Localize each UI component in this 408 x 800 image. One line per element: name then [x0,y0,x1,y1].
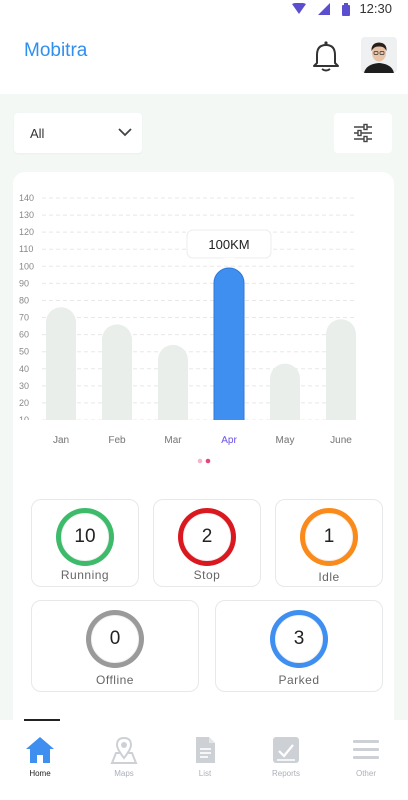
x-tick-label: Feb [108,435,126,446]
stat-offline[interactable]: 0 Offline [31,600,199,692]
tab-other[interactable]: Other [336,736,396,786]
x-tick-label: Apr [221,435,237,446]
x-tick-label: Jan [53,435,69,446]
y-tick-label: 90 [19,278,29,288]
y-tick-label: 100 [19,261,34,271]
tab-reports[interactable]: Reports [256,736,316,786]
wifi-icon [292,3,306,14]
document-icon [196,737,215,763]
stat-label: Running [60,568,110,582]
x-tick-label: Mar [164,435,182,446]
y-tick-label: 60 [19,330,29,340]
battery-icon [342,3,350,16]
page-indicator[interactable] [197,458,211,464]
chart-clip [13,420,394,437]
chart-bar [326,319,356,435]
chart-bar [102,324,132,435]
filter-dropdown[interactable]: All [14,113,142,153]
chevron-down-icon [118,128,132,137]
stat-value: 3 [275,615,323,663]
stat-label: Stop [193,568,221,582]
y-tick-label: 40 [19,364,29,374]
y-tick-label: 130 [19,210,34,220]
x-tick-label: Jan [53,435,69,446]
stat-label: Parked [278,673,320,687]
stat-parked[interactable]: 3 Parked [215,600,383,692]
stat-idle[interactable]: 1 Idle [275,499,383,587]
status-time: 12:30 [359,1,392,16]
stat-ring: 10 [56,508,114,566]
tab-label: Home [29,769,51,778]
tab-label: Other [355,769,376,778]
stat-label: Offline [96,673,134,687]
y-tick-label: 50 [19,347,29,357]
chart-bar [213,267,245,436]
app-title: Mobitra [24,40,88,61]
tab-label: Reports [271,769,300,778]
tab-list[interactable]: List [175,736,235,786]
y-tick-label: 140 [19,193,34,203]
x-tick-label: June [330,435,352,446]
tooltip-pointer [223,258,235,266]
x-tick-label: May [276,435,295,446]
page-dot-2[interactable] [205,458,211,464]
page-dot-1[interactable] [197,458,203,464]
y-tick-label: 30 [19,381,29,391]
chart-bar [270,363,300,435]
map-pin-icon [110,736,138,764]
stat-ring: 2 [178,508,236,566]
app-header: Mobitra [0,18,408,94]
notification-button[interactable] [308,38,344,74]
chart-bar [158,344,188,435]
tooltip-label: 100KM [208,237,249,252]
stat-ring: 1 [300,508,358,566]
dashboard-card: 102030405060708090100110120130140JanFebM… [13,172,394,732]
y-tick-label: 20 [19,398,29,408]
stat-value: 2 [183,513,231,561]
avatar-image [361,37,397,73]
tab-indicator [24,719,60,721]
filter-selected-value: All [30,126,45,141]
dashboard-content: All 102030405060708090100110120130140Jan… [0,94,408,732]
y-tick-label: 70 [19,313,29,323]
bottom-tab-bar: Home Maps List Reports [0,719,408,800]
stat-value: 10 [61,513,109,561]
stat-label: Idle [318,570,340,584]
sliders-icon [354,123,372,143]
x-tick-label: May [276,435,295,446]
x-tick-label: Mar [164,435,182,446]
distance-bar-chart: 102030405060708090100110120130140JanFebM… [13,193,394,446]
stat-value: 0 [91,615,139,663]
tab-home[interactable]: Home [10,736,70,786]
tab-maps[interactable]: Maps [94,736,154,786]
status-bar: 12:30 [0,0,408,18]
x-tick-label: June [330,435,352,446]
tab-label: Maps [114,769,134,778]
stat-ring: 0 [86,610,144,668]
reports-icon [273,737,299,763]
home-icon [26,737,54,763]
x-tick-label: Feb [108,435,126,446]
chart-bar [46,307,76,435]
y-tick-label: 110 [19,244,33,254]
stat-ring: 3 [270,610,328,668]
menu-icon [353,740,379,759]
y-tick-label: 80 [19,295,29,305]
tab-label: List [198,769,212,778]
bell-icon [313,41,339,72]
user-avatar[interactable] [361,37,397,73]
stat-value: 1 [305,513,353,561]
stat-running[interactable]: 10 Running [31,499,139,587]
x-tick-label: Apr [221,435,237,446]
signal-icon [318,3,330,15]
y-tick-label: 120 [19,227,34,237]
filter-settings-button[interactable] [334,113,392,153]
stat-stop[interactable]: 2 Stop [153,499,261,587]
